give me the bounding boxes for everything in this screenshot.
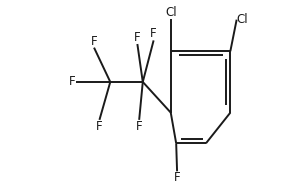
- Text: Cl: Cl: [237, 13, 248, 26]
- Text: F: F: [96, 120, 103, 133]
- Text: F: F: [91, 35, 97, 48]
- Text: F: F: [134, 31, 141, 44]
- Text: Cl: Cl: [165, 6, 177, 19]
- Text: F: F: [150, 27, 157, 40]
- Text: F: F: [136, 120, 142, 133]
- Text: F: F: [174, 171, 180, 184]
- Text: F: F: [69, 75, 76, 88]
